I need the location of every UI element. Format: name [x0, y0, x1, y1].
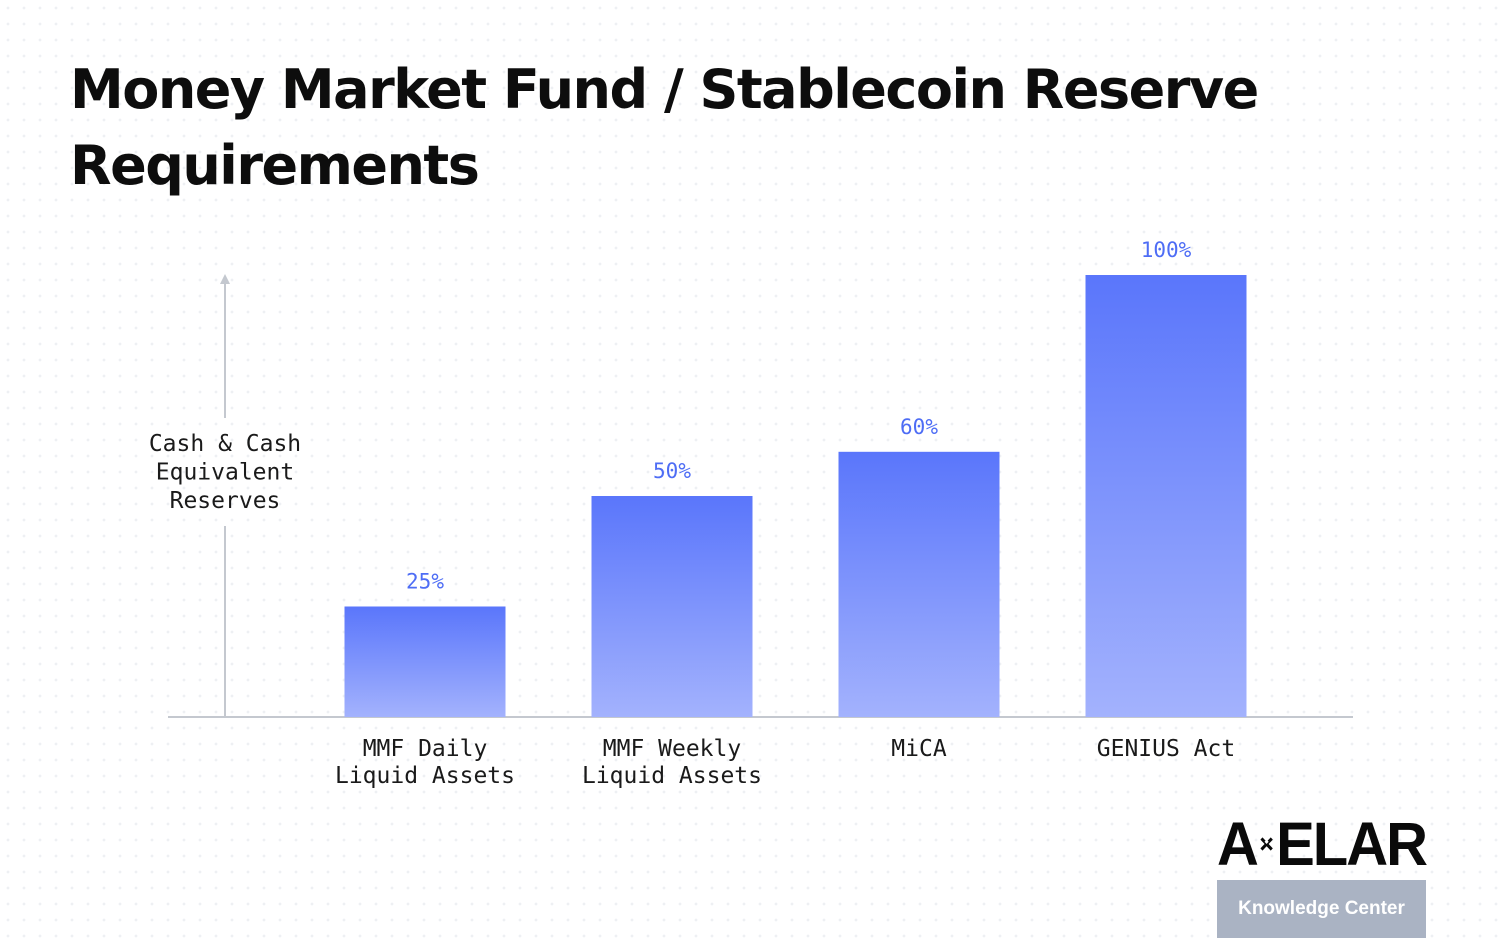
category-label: MMF Weekly Liquid Assets — [582, 736, 762, 789]
bar-value-label: 100% — [1141, 238, 1192, 262]
category-label-line: MMF Weekly — [603, 736, 741, 762]
category-label-line: MiCA — [891, 736, 947, 762]
y-axis-label: Cash & Cash Equivalent Reserves — [149, 431, 301, 514]
chart-title: Money Market Fund / Stablecoin Reserve R… — [70, 58, 1259, 197]
y-axis-label-line: Cash & Cash — [149, 431, 301, 457]
bar — [838, 451, 1000, 717]
y-axis-label-line: Reserves — [170, 488, 281, 514]
bar — [344, 606, 506, 717]
axelar-x-icon — [1260, 837, 1273, 851]
bar — [1085, 275, 1247, 717]
bar-value-label: 50% — [653, 459, 691, 483]
category-label-line: GENIUS Act — [1097, 736, 1235, 762]
y-axis-label-line: Equivalent — [156, 460, 294, 486]
bars — [344, 275, 1247, 717]
category-label: GENIUS Act — [1097, 736, 1235, 762]
bar-value-label: 25% — [406, 570, 444, 594]
y-axis-arrow-icon — [220, 274, 230, 284]
category-label-line: Liquid Assets — [335, 763, 515, 789]
category-label-line: Liquid Assets — [582, 763, 762, 789]
axelar-logo: A ELAR Knowledge Center — [1217, 806, 1428, 938]
logo-letters-elar: ELAR — [1276, 809, 1428, 879]
labels: Cash & Cash Equivalent Reserves 25% MMF Dail… — [149, 238, 1235, 789]
knowledge-center-badge: Knowledge Center — [1217, 880, 1426, 938]
category-label-line: MMF Daily — [363, 736, 488, 762]
bar — [591, 496, 753, 717]
logo-wordmark: A ELAR — [1217, 806, 1428, 882]
logo-letter-a: A — [1217, 809, 1259, 879]
bar-value-label: 60% — [900, 415, 938, 439]
category-label: MMF Daily Liquid Assets — [335, 736, 515, 789]
category-label: MiCA — [891, 736, 947, 762]
